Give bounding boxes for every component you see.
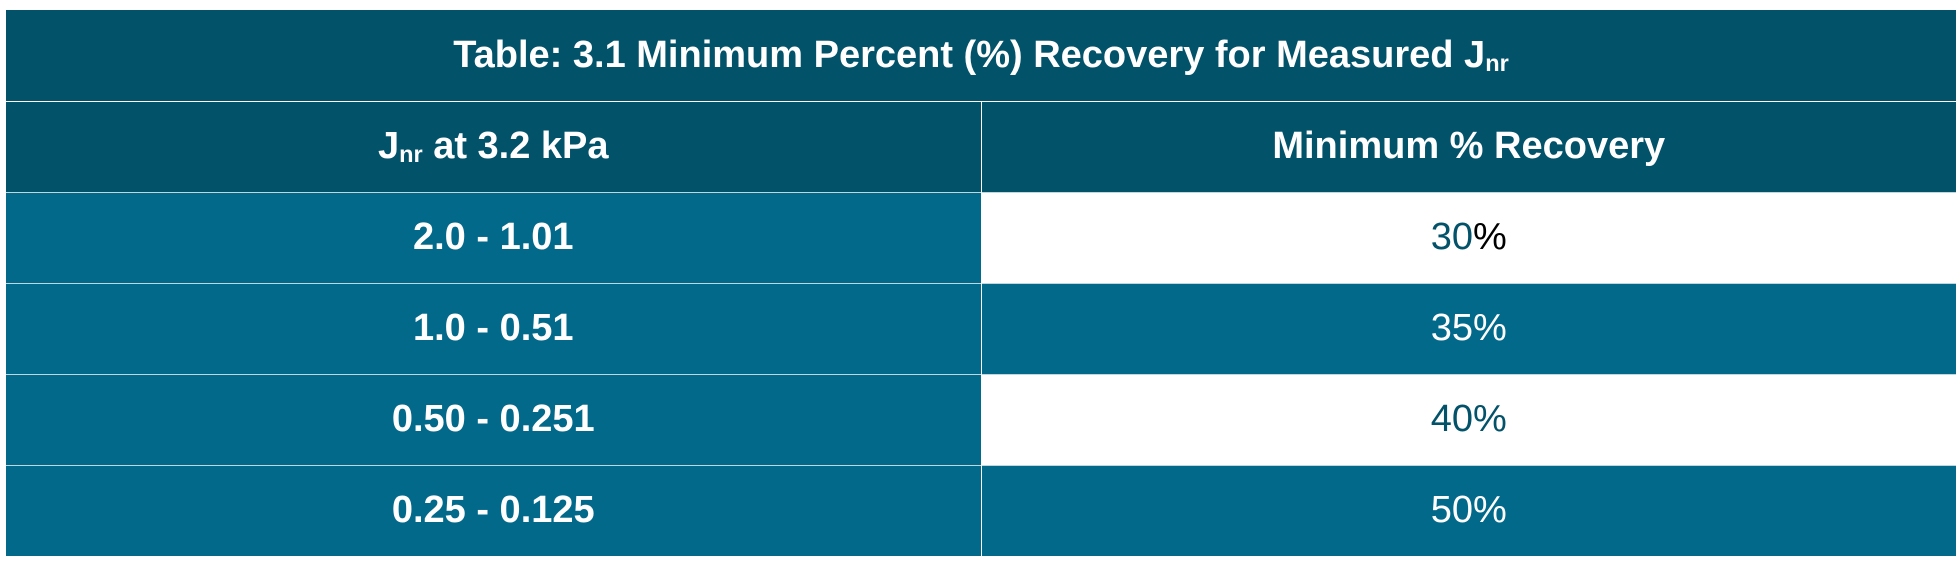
table-row: 1.0 - 0.51 35% — [6, 282, 1956, 374]
column-header-jnr: Jnr at 3.2 kPa — [6, 101, 982, 192]
recovery-value-cell: 30% — [981, 191, 1956, 283]
column-header-recovery: Minimum % Recovery — [981, 101, 1956, 192]
table-title: Table: 3.1 Minimum Percent (%) Recovery … — [6, 10, 1956, 102]
recovery-value-percent: % — [1472, 398, 1507, 440]
table-header-row: Jnr at 3.2 kPa Minimum % Recovery — [6, 101, 1956, 192]
table-row: 0.50 - 0.251 40% — [6, 373, 1956, 465]
recovery-table-container: Table: 3.1 Minimum Percent (%) Recovery … — [6, 10, 1956, 556]
column-header-jnr-prefix: J — [377, 124, 400, 167]
table-row: 0.25 - 0.125 50% — [6, 464, 1956, 556]
jnr-range-cell: 2.0 - 1.01 — [6, 191, 982, 283]
recovery-value-number: 35 — [1430, 307, 1473, 349]
jnr-range-cell: 0.25 - 0.125 — [6, 464, 982, 556]
recovery-value-percent: % — [1472, 307, 1507, 349]
jnr-range-cell: 1.0 - 0.51 — [6, 282, 982, 374]
recovery-value-cell: 35% — [981, 282, 1956, 374]
table-title-text: Table: 3.1 Minimum Percent (%) Recovery … — [453, 33, 1486, 76]
table-title-row: Table: 3.1 Minimum Percent (%) Recovery … — [6, 10, 1956, 102]
recovery-value-cell: 50% — [981, 464, 1956, 556]
recovery-value-cell: 40% — [981, 373, 1956, 465]
recovery-value-percent: % — [1472, 216, 1507, 258]
table-title-subscript: nr — [1485, 49, 1509, 76]
recovery-table: Table: 3.1 Minimum Percent (%) Recovery … — [6, 10, 1956, 556]
jnr-range-cell: 0.50 - 0.251 — [6, 373, 982, 465]
recovery-value-number: 40 — [1430, 398, 1473, 440]
recovery-value-percent: % — [1472, 489, 1507, 532]
recovery-value-number: 50 — [1430, 489, 1473, 532]
recovery-value-number: 30 — [1430, 216, 1473, 258]
column-header-jnr-subscript: nr — [399, 141, 423, 168]
column-header-jnr-suffix: at 3.2 kPa — [422, 124, 609, 167]
table-row: 2.0 - 1.01 30% — [6, 191, 1956, 283]
